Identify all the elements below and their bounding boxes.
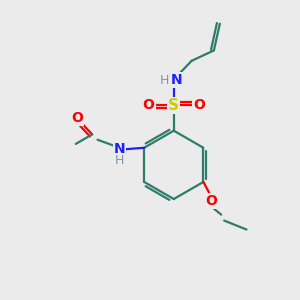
Text: O: O	[71, 111, 82, 125]
Text: N: N	[171, 73, 183, 87]
Text: S: S	[168, 98, 179, 113]
Text: O: O	[205, 194, 217, 208]
Text: O: O	[142, 98, 154, 112]
Text: N: N	[114, 142, 126, 156]
Text: O: O	[193, 98, 205, 112]
Text: H: H	[160, 74, 169, 87]
Text: H: H	[115, 154, 124, 167]
